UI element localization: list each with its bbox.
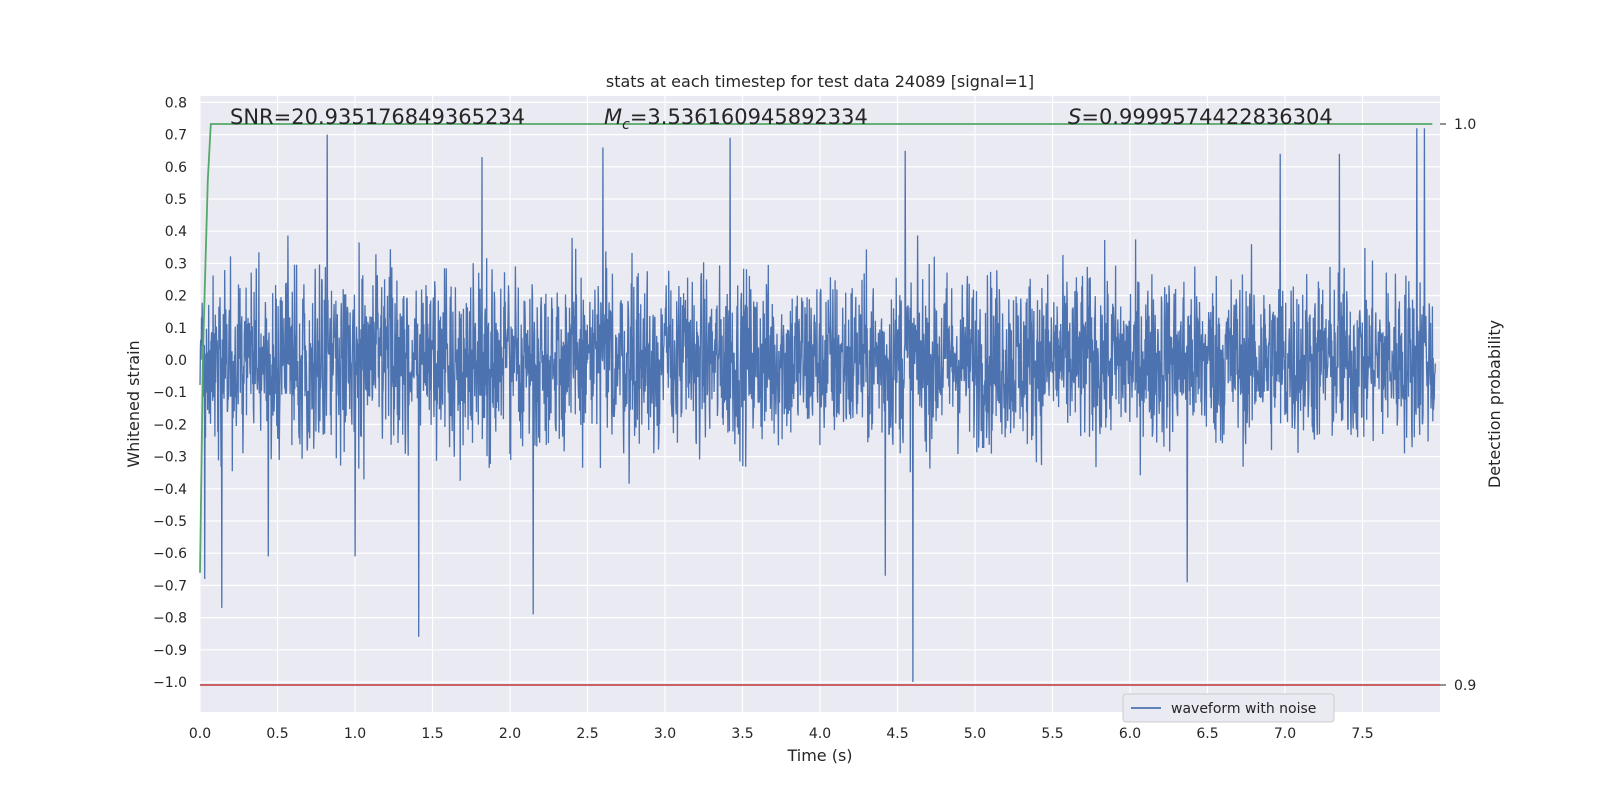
x-tick-label: 1.5 <box>421 726 443 742</box>
x-tick-label: 0.0 <box>189 726 211 742</box>
legend-box <box>1122 693 1335 723</box>
y-tick-label: 0.2 <box>165 289 187 305</box>
x-tick-label: 7.5 <box>1351 726 1373 742</box>
x-tick-label: 3.0 <box>654 726 676 742</box>
y-tick-label: −0.7 <box>153 578 187 594</box>
series-layer <box>199 123 1440 686</box>
x-tick-label: 2.5 <box>576 726 598 742</box>
x-axis-label: Time (s) <box>786 746 852 765</box>
y-tick-label: −0.5 <box>153 514 187 530</box>
y2-tick-label: 0.9 <box>1454 678 1476 694</box>
y-tick-label: −0.6 <box>153 546 187 562</box>
y-tick-label: 0.0 <box>165 353 187 369</box>
x-tick-label: 2.0 <box>499 726 521 742</box>
y-tick-label: −0.4 <box>153 482 187 498</box>
y-tick-label: −0.1 <box>153 385 187 401</box>
x-tick-label: 5.5 <box>1041 726 1063 742</box>
x-tick-label: 3.5 <box>731 726 753 742</box>
chirp-mass-symbol: M <box>604 105 622 129</box>
detection-stat-symbol: S <box>1068 105 1081 129</box>
y-tick-label: −0.2 <box>153 417 187 433</box>
y-tick-label: 0.3 <box>165 256 187 272</box>
y-axis-label: Whitened strain <box>124 340 143 467</box>
x-tick-label: 4.5 <box>886 726 908 742</box>
y-tick-label: −0.8 <box>153 611 187 627</box>
chirp-mass-value: =3.536160945892334 <box>630 105 868 129</box>
series-waveform-with-noise <box>199 128 1436 683</box>
x-tick-label: 1.0 <box>344 726 366 742</box>
chart-title: stats at each timestep for test data 240… <box>606 72 1034 91</box>
legend-label-waveform: waveform with noise <box>1171 701 1316 717</box>
x-tick-label: 4.0 <box>809 726 831 742</box>
y-tick-label: 0.1 <box>165 321 187 337</box>
y2-tick-label: 1.0 <box>1454 117 1476 133</box>
x-tick-label: 5.0 <box>964 726 986 742</box>
y-tick-label: 0.5 <box>165 192 187 208</box>
x-axis-ticks: 0.0 0.5 1.0 1.5 2.0 2.5 3.0 3.5 4.0 4.5 5.0 5.5 6.0 6… <box>189 726 1374 742</box>
y-tick-label: −0.9 <box>153 643 187 659</box>
snr-annotation: SNR=20.935176849365234 <box>230 105 525 129</box>
x-tick-label: 0.5 <box>266 726 288 742</box>
chirp-mass-subscript: c <box>622 117 630 133</box>
series-detection-probability <box>199 123 1433 573</box>
x-tick-label: 7.0 <box>1274 726 1296 742</box>
y-tick-label: 0.6 <box>165 160 187 176</box>
y-axis-ticks: 0.8 0.7 0.6 0.5 0.4 0.3 0.2 0.1 0.0 −0.1 −0.2 −0.3 −… <box>153 95 187 691</box>
detection-stat-value: =0.9999574422836304 <box>1081 105 1332 129</box>
y-tick-label: −1.0 <box>153 675 187 691</box>
y2-axis-label: Detection probability <box>1485 320 1504 488</box>
x-tick-label: 6.0 <box>1119 726 1141 742</box>
y-tick-label: −0.3 <box>153 450 187 466</box>
y-tick-label: 0.7 <box>165 128 187 144</box>
detection-stat-annotation: S=0.9999574422836304 <box>1068 105 1333 129</box>
legend: waveform with noise <box>1122 693 1335 723</box>
y-tick-label: 0.8 <box>165 95 187 111</box>
y-tick-label: 0.4 <box>165 224 187 240</box>
chirp-mass-annotation: Mc=3.536160945892334 <box>604 105 868 133</box>
y2-axis-ticks: 1.0 0.9 <box>1440 117 1476 694</box>
x-tick-label: 6.5 <box>1196 726 1218 742</box>
